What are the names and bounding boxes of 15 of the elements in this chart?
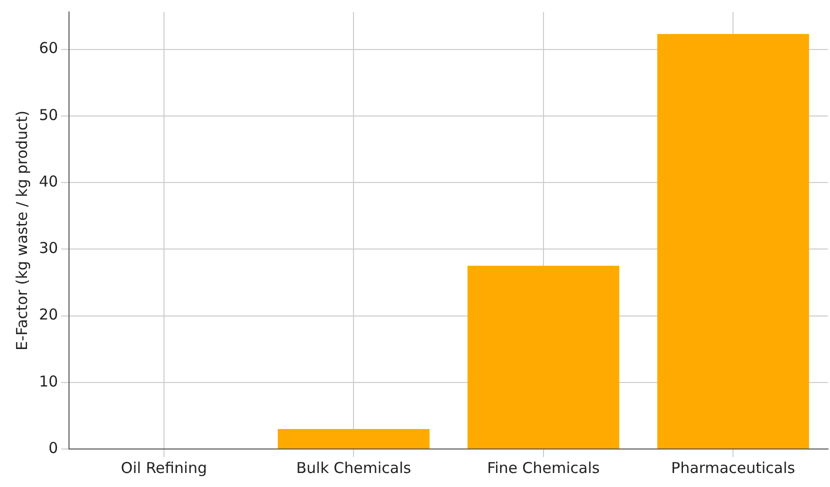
x-tick-label: Pharmaceuticals — [671, 458, 796, 477]
y-axis-title: E-Factor (kg waste / kg product) — [12, 110, 31, 350]
y-tick-label: 30 — [38, 239, 58, 258]
x-tick-label: Oil Refining — [120, 458, 207, 477]
y-tick-label: 60 — [38, 39, 58, 58]
bar — [657, 34, 810, 448]
y-tick-label: 40 — [38, 172, 58, 190]
y-tick-label: 10 — [38, 372, 58, 390]
bar — [468, 266, 620, 448]
y-tick-label: 20 — [38, 306, 58, 324]
y-tick-label: 50 — [38, 106, 58, 124]
x-tick-label: Fine Chemicals — [487, 458, 600, 477]
bar — [278, 429, 430, 448]
y-tick-label: 0 — [48, 438, 58, 457]
x-tick-label: Bulk Chemicals — [296, 458, 412, 477]
